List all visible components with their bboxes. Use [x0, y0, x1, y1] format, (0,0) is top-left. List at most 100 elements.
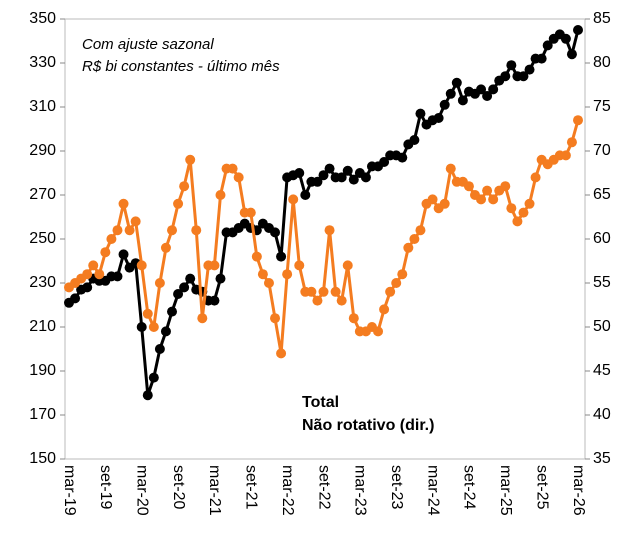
- data-point: [445, 163, 456, 174]
- data-point: [245, 207, 256, 218]
- data-point: [312, 295, 323, 306]
- data-point: [142, 390, 153, 401]
- y-tick-label: 210: [29, 318, 56, 335]
- data-point: [154, 344, 165, 354]
- data-point: [439, 99, 450, 110]
- plot-area: [64, 18, 586, 460]
- data-point: [536, 53, 547, 64]
- data-point: [154, 278, 165, 288]
- y2-tick-label: 80: [593, 54, 611, 71]
- data-point: [566, 137, 577, 148]
- data-point: [124, 225, 135, 236]
- data-point: [227, 163, 238, 174]
- data-point: [415, 108, 426, 119]
- data-point: [524, 64, 535, 75]
- x-tick-label: mar-26: [570, 465, 587, 516]
- x-tick-label: mar-22: [279, 465, 296, 516]
- data-point: [270, 227, 281, 238]
- annotation: R$ bi constantes - último mês: [82, 58, 280, 75]
- data-point: [300, 190, 311, 200]
- data-point: [397, 152, 408, 163]
- data-point: [100, 247, 111, 258]
- data-point: [342, 260, 353, 271]
- data-point: [130, 216, 141, 227]
- data-point: [530, 172, 541, 183]
- y-tick-label: 350: [29, 10, 56, 27]
- data-point: [94, 269, 105, 280]
- data-point: [233, 172, 244, 183]
- data-point: [288, 194, 299, 205]
- data-point: [215, 190, 226, 200]
- data-point: [167, 225, 178, 236]
- data-point: [263, 278, 274, 288]
- data-point: [82, 282, 93, 293]
- data-point: [209, 295, 220, 306]
- data-point: [282, 269, 293, 280]
- data-point: [476, 194, 487, 205]
- data-point: [191, 225, 202, 236]
- data-point: [167, 306, 178, 317]
- legend-entry: Não rotativo (dir.): [302, 417, 434, 434]
- data-point: [106, 234, 117, 244]
- data-point: [294, 168, 305, 178]
- y2-tick-label: 85: [593, 10, 611, 27]
- data-point: [257, 269, 268, 280]
- data-point: [348, 313, 359, 324]
- x-tick-label: set-19: [97, 465, 114, 510]
- data-point: [397, 269, 408, 280]
- data-point: [209, 260, 220, 271]
- x-tick-label: set-22: [315, 465, 332, 510]
- y-tick-label: 170: [29, 406, 56, 423]
- x-tick-label: set-25: [533, 465, 550, 510]
- data-point: [518, 207, 529, 218]
- y-tick-label: 330: [29, 54, 56, 71]
- data-point: [463, 181, 474, 192]
- data-point: [318, 170, 329, 181]
- data-point: [506, 60, 517, 71]
- data-point: [573, 25, 583, 35]
- data-point: [118, 249, 129, 260]
- data-point: [215, 273, 226, 284]
- data-point: [403, 242, 414, 253]
- x-tick-label: mar-24: [424, 465, 441, 516]
- data-point: [148, 322, 159, 332]
- y2-tick-label: 55: [593, 274, 611, 291]
- data-point: [270, 313, 281, 324]
- x-tick-label: set-21: [243, 465, 260, 510]
- data-point: [482, 185, 493, 196]
- y-tick-label: 230: [29, 274, 56, 291]
- data-point: [179, 181, 190, 192]
- x-tick-label: mar-20: [133, 465, 150, 516]
- data-point: [148, 372, 159, 383]
- data-point: [500, 71, 511, 82]
- data-point: [294, 260, 305, 271]
- y-tick-label: 190: [29, 362, 56, 379]
- data-point: [500, 181, 511, 192]
- data-point: [542, 40, 553, 51]
- y-tick-label: 290: [29, 142, 56, 159]
- data-point: [573, 115, 583, 126]
- y-tick-label: 150: [29, 450, 56, 467]
- data-point: [409, 135, 420, 145]
- data-point: [360, 172, 371, 183]
- data-point: [348, 174, 359, 185]
- data-point: [112, 225, 123, 236]
- data-point: [488, 84, 499, 95]
- data-point: [373, 326, 384, 337]
- x-tick-label: mar-25: [497, 465, 514, 516]
- y-tick-label: 270: [29, 186, 56, 203]
- data-point: [566, 49, 577, 60]
- annotation: Com ajuste sazonal: [82, 36, 214, 53]
- x-tick-label: set-24: [461, 465, 478, 510]
- data-point: [433, 113, 444, 123]
- data-point: [136, 260, 147, 271]
- data-point: [160, 326, 171, 337]
- data-point: [185, 154, 196, 165]
- x-tick-label: set-20: [170, 465, 187, 510]
- data-point: [482, 91, 493, 101]
- data-point: [476, 84, 487, 95]
- x-tick-label: mar-21: [206, 465, 223, 516]
- y2-tick-label: 60: [593, 230, 611, 247]
- data-point: [336, 295, 347, 306]
